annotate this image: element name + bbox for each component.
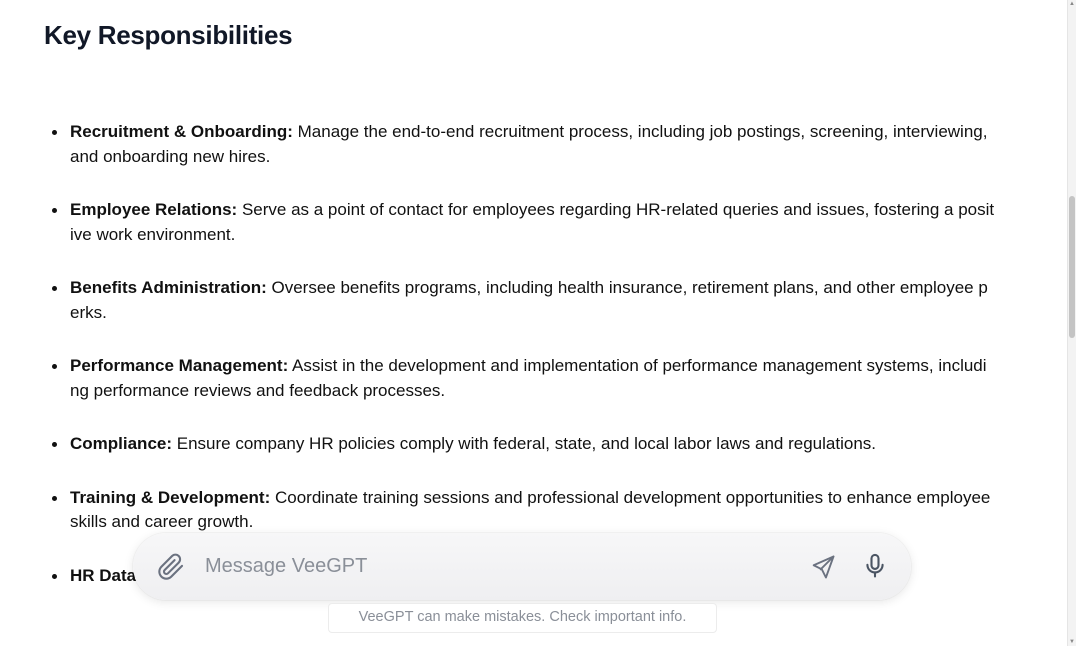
paperclip-icon <box>158 553 184 580</box>
list-item-text: Ensure company HR policies comply with f… <box>172 434 876 453</box>
microphone-icon <box>866 553 884 578</box>
disclaimer-text: VeeGPT can make mistakes. Check importan… <box>328 603 717 633</box>
scroll-up-icon[interactable]: ▲ <box>1069 1 1075 7</box>
list-item-text: Manage the end-to-end recruitment proces… <box>70 122 988 166</box>
list-item: Recruitment & Onboarding: Manage the end… <box>52 120 995 169</box>
list-item: Compliance: Ensure company HR policies c… <box>52 432 995 457</box>
responsibilities-list: Recruitment & Onboarding: Manage the end… <box>52 120 995 617</box>
scrollbar-thumb[interactable] <box>1069 196 1075 338</box>
section-heading: Key Responsibilities <box>44 20 293 50</box>
send-icon <box>812 555 835 579</box>
list-item-text: Assist in the development and implementa… <box>70 356 987 400</box>
message-composer <box>133 533 911 600</box>
list-item-term: HR Data <box>70 565 137 585</box>
list-item-term: Training & Development: <box>70 487 271 507</box>
list-item: HR Data <box>52 564 995 589</box>
attach-button[interactable] <box>157 553 185 581</box>
list-item-text: Oversee benefits programs, including hea… <box>70 278 988 322</box>
list-item: Training & Development: Coordinate train… <box>52 486 995 535</box>
list-item-text: Serve as a point of contact for employee… <box>70 200 995 244</box>
scroll-down-icon[interactable]: ▼ <box>1069 639 1075 645</box>
send-button[interactable] <box>809 553 837 581</box>
list-item-term: Employee Relations: <box>70 200 238 219</box>
list-item-term: Compliance: <box>70 434 173 453</box>
list-item-term: Performance Management: <box>70 356 289 375</box>
list-item: Benefits Administration: Oversee benefit… <box>52 276 995 325</box>
microphone-button[interactable] <box>861 552 889 580</box>
list-item-term: Recruitment & Onboarding: <box>70 122 293 141</box>
list-item-term: Benefits Administration: <box>70 278 267 297</box>
list-item-text: Coordinate training sessions and profess… <box>70 487 991 532</box>
list-item: Performance Management: Assist in the de… <box>52 354 995 403</box>
message-input[interactable] <box>203 551 787 581</box>
scrollbar[interactable]: ▲ ▼ <box>1067 0 1076 646</box>
list-item: Employee Relations: Serve as a point of … <box>52 198 995 247</box>
